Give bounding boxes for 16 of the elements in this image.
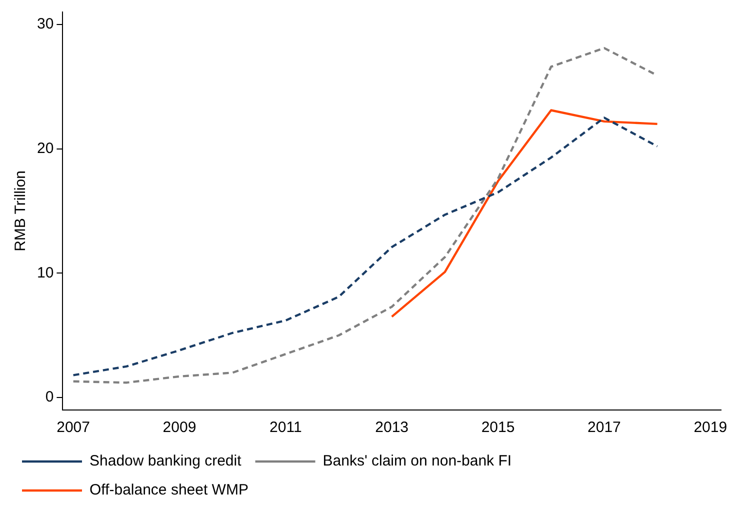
legend-label: Banks' claim on non-bank FI: [322, 452, 512, 470]
x-tick-label: 2019: [694, 419, 728, 436]
x-tick-label: 2015: [481, 419, 515, 436]
x-tick-label: 2007: [56, 419, 90, 436]
legend-label: Off-balance sheet WMP: [90, 482, 248, 499]
y-tick-label: 30: [36, 16, 54, 33]
x-tick-label: 2013: [375, 419, 409, 436]
x-tick-label: 2011: [270, 419, 302, 436]
x-tick-label: 2017: [588, 419, 621, 436]
y-tick-label: 20: [36, 140, 54, 157]
y-axis-title: RMB Trillion: [12, 170, 30, 252]
line-series: [72, 116, 658, 376]
x-tick-label: 2009: [162, 419, 196, 436]
y-tick-label: 10: [36, 264, 54, 282]
legend-label: Shadow banking credit: [90, 452, 242, 470]
y-tick-label: 0: [45, 388, 54, 406]
